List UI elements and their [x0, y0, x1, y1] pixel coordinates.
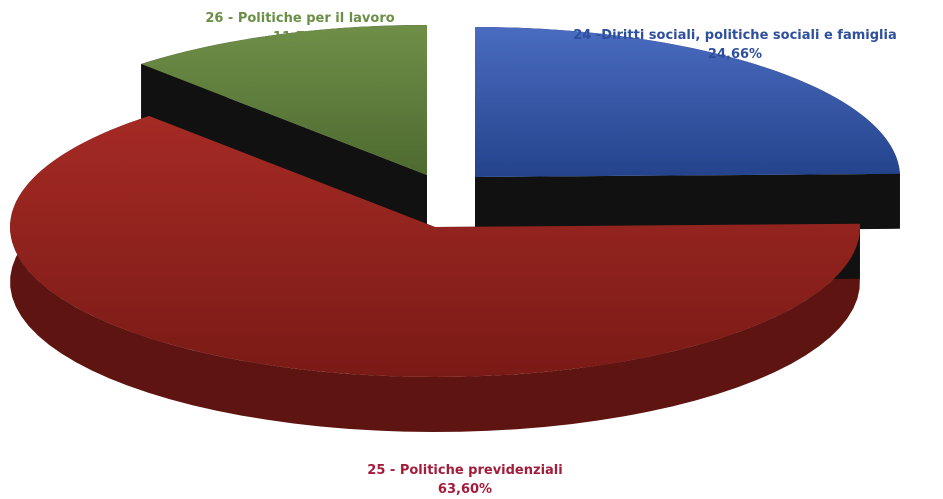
slice-value-label-1: 24,66%: [708, 47, 762, 62]
pie-slice-cut-1-2: [475, 173, 900, 232]
pie-slice-3: [141, 25, 428, 175]
pie-slice-tops: [9, 25, 900, 377]
pie-slice-2: [9, 115, 861, 377]
slice-label-1: 24 -Diritti sociali, politiche sociali e…: [573, 28, 896, 43]
slice-value-label-2: 63,60%: [438, 482, 492, 497]
pie-slice-cut-3-1: [141, 63, 428, 230]
pie-slice-1: [475, 27, 900, 177]
pie-labels: 24 -Diritti sociali, politiche sociali e…: [205, 11, 896, 497]
slice-label-3: 26 - Politiche per il lavoro: [205, 11, 394, 26]
slice-label-2: 25 - Politiche previdenziali: [367, 463, 562, 478]
slice-value-label-3: 11,74%: [273, 30, 327, 45]
